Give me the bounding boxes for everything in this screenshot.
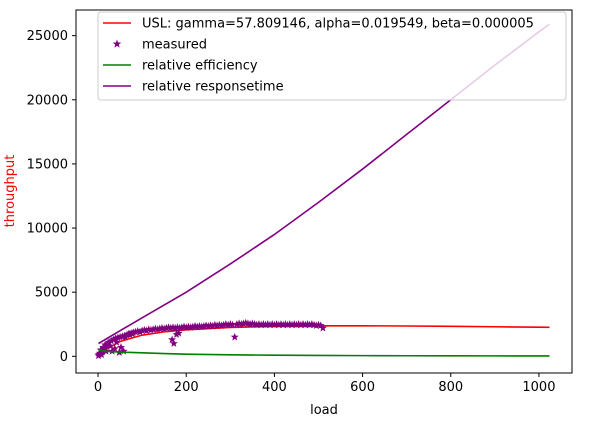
measured-point [162,323,171,332]
measured-point [208,321,217,330]
measured-point [131,327,140,336]
legend-box [97,11,567,101]
x-tick-label: 200 [174,380,199,395]
measured-point [106,341,115,350]
measured-point [318,323,327,332]
measured-point [257,320,266,329]
measured-point [316,321,325,329]
measured-point [177,323,186,331]
y-axis: 0 5000 10000 15000 20000 25000 [27,29,76,365]
measured-point [219,320,228,329]
measured-point [96,345,105,354]
x-axis-label: load [310,403,338,418]
measured-point [101,340,110,349]
measured-point [279,320,288,329]
measured-point [169,339,178,347]
measured-point [119,346,128,355]
plot-area-frame [75,9,573,374]
measured-point [171,323,180,332]
measured-point [312,321,321,329]
measured-point [217,321,226,329]
measured-point [172,330,181,338]
y-axis-label: throughput [3,155,18,228]
measured-point [224,320,233,329]
measured-point [155,324,164,333]
y-tick-label: 25000 [27,29,68,44]
measured-point [149,325,158,333]
measured-point [270,320,279,329]
x-tick-label: 400 [262,380,287,395]
series-line-relative-efficiency [98,349,550,357]
measured-point [292,320,301,329]
measured-point [283,320,292,329]
measured-point [111,334,120,342]
measured-point [301,320,310,329]
y-tick-label: 0 [60,350,68,365]
measured-point [116,343,125,351]
measured-point [166,323,175,332]
x-tick-label: 600 [350,380,375,395]
measured-point [296,320,305,329]
measured-point [228,320,237,329]
measured-point [182,323,191,331]
measured-point [105,338,114,346]
measured-point [239,319,248,328]
measured-point [95,348,104,357]
measured-point [188,322,197,331]
measured-point [186,323,195,331]
measured-point [288,320,297,329]
measured-point [266,320,274,329]
measured-point [153,325,162,333]
measured-point [274,320,283,329]
measured-point [100,344,109,353]
measured-point [97,350,106,359]
x-tick-label: 1000 [522,380,555,395]
measured-point [160,324,169,333]
y-tick-label: 20000 [27,93,68,108]
measured-point [213,321,222,329]
measured-point [237,320,246,328]
measured-point [112,338,121,346]
measured-point [108,346,117,355]
measured-point [230,332,239,341]
measured-point [197,322,206,331]
measured-point [261,320,270,329]
measured-point [116,332,125,341]
measured-point [146,325,155,334]
measured-point [107,336,116,345]
y-tick-label: 10000 [27,222,68,237]
measured-point [246,320,255,328]
measured-point [129,328,138,336]
legend-entry-label: USL: gamma=57.809146, alpha=0.019549, be… [142,17,534,32]
legend-entry-label: relative efficiency [142,59,258,74]
y-tick-label: 5000 [35,286,68,301]
y-tick-label: 15000 [27,157,68,172]
measured-point [175,323,184,332]
measured-point [199,321,208,330]
measured-point [113,333,122,342]
measured-point [109,335,118,344]
legend-entry-label: measured [142,38,207,53]
x-axis: 0 200 400 600 800 1000 [94,373,555,395]
measured-point [174,329,183,337]
legend-entry-label: relative responsetime [142,80,284,95]
legend: USL: gamma=57.809146, alpha=0.019549, be… [97,11,567,101]
measured-point [252,320,261,329]
measured-point [138,326,147,335]
measured-point [232,320,241,328]
legend-swatch [112,39,122,48]
measured-point [305,320,314,329]
measured-point [204,321,213,330]
x-tick-label: 800 [438,380,463,395]
measured-point [135,327,144,336]
measured-point [110,344,119,353]
measured-point [142,326,151,335]
measured-point [168,335,177,344]
x-tick-label: 0 [94,380,102,395]
measured-point [193,322,202,331]
